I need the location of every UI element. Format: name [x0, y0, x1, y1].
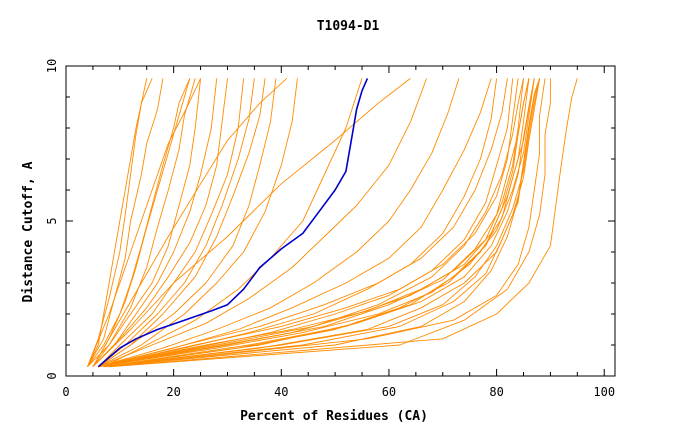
- series-line-36: [109, 78, 551, 368]
- series-line-5: [92, 78, 191, 367]
- series-line-12: [98, 78, 266, 368]
- series-line-40: [92, 78, 411, 368]
- highlight-series-line: [97, 78, 369, 368]
- series-line-27: [98, 78, 530, 368]
- series-lines: [87, 78, 578, 368]
- series-line-6: [92, 78, 196, 367]
- x-tick-label: 60: [382, 385, 396, 399]
- series-line-8: [92, 78, 218, 368]
- series-line-10: [97, 78, 245, 368]
- series-line-37: [109, 78, 578, 368]
- series-line-22: [98, 78, 519, 368]
- x-tick-label: 80: [489, 385, 503, 399]
- series-line-2: [87, 78, 153, 367]
- series-line-28: [103, 78, 535, 368]
- y-tick-label: 10: [45, 59, 59, 73]
- series-line-30: [103, 78, 535, 368]
- series-line-13: [98, 78, 277, 368]
- chart-title: T1094-D1: [317, 19, 380, 34]
- y-axis-label: Distance Cutoff, A: [21, 161, 36, 302]
- series-line-3: [87, 78, 164, 367]
- series-line-32: [103, 78, 541, 368]
- y-tick-label: 5: [45, 217, 59, 224]
- series-line-9: [92, 78, 228, 368]
- series-line-34: [103, 78, 541, 368]
- series-line-14: [98, 78, 298, 368]
- series-line-11: [98, 78, 255, 368]
- series-line-33: [103, 78, 541, 368]
- series-line-18: [98, 78, 492, 368]
- x-tick-label: 100: [593, 385, 615, 399]
- y-tick-label: 0: [45, 372, 59, 379]
- x-tick-label: 40: [274, 385, 288, 399]
- series-line-39: [92, 78, 288, 367]
- series-line-25: [98, 78, 535, 368]
- x-axis-label: Percent of Residues (CA): [240, 409, 428, 424]
- series-line-20: [98, 78, 508, 368]
- series-line-17: [98, 78, 460, 368]
- series-line-7: [87, 78, 202, 368]
- plot-frame: [65, 65, 616, 377]
- series-line-38: [87, 78, 202, 367]
- series-line-16: [98, 78, 428, 368]
- series-line-24: [98, 78, 530, 368]
- series-line-26: [98, 78, 524, 368]
- x-tick-label: 0: [62, 385, 69, 399]
- x-tick-label: 20: [166, 385, 180, 399]
- series-line-35: [109, 78, 546, 368]
